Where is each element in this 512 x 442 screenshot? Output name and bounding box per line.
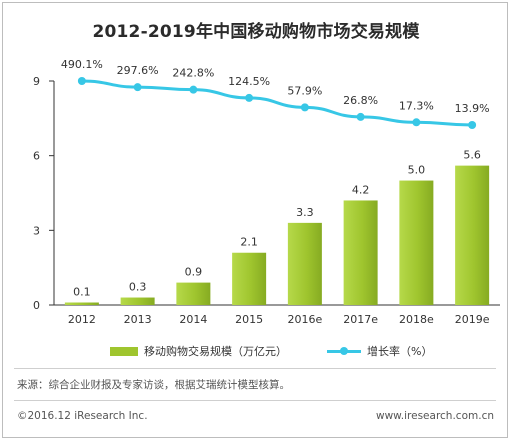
y-tick-label: 3 <box>33 224 40 237</box>
bar-2017e <box>343 200 378 305</box>
copyright-text: ©2016.12 iResearch Inc. <box>17 410 148 422</box>
legend-bar-item: 移动购物交易规模（万亿元） <box>110 343 287 359</box>
chart-frame <box>2 2 508 438</box>
bar-2016e <box>287 222 322 305</box>
legend-bar-swatch <box>110 346 138 356</box>
x-tick-label: 2013 <box>124 313 152 326</box>
bar-2012 <box>64 302 99 305</box>
bar-2019e <box>455 165 490 305</box>
legend-line-item: 增长率（%） <box>327 343 432 359</box>
y-tick-label: 0 <box>33 299 40 312</box>
growth-value-label: 17.3% <box>399 99 434 112</box>
bar-value-label: 3.3 <box>296 206 314 219</box>
x-tick-label: 2014 <box>179 313 207 326</box>
x-tick-label: 2019e <box>455 313 490 326</box>
growth-point-2013 <box>133 83 142 92</box>
growth-value-label: 490.1% <box>61 58 103 71</box>
bar-value-label: 5.0 <box>408 164 426 177</box>
x-tick-label: 2012 <box>68 313 96 326</box>
growth-value-label: 297.6% <box>117 64 159 77</box>
bar-2018e <box>399 180 434 305</box>
legend-line-swatch <box>327 346 361 356</box>
growth-value-label: 124.5% <box>228 75 270 88</box>
x-tick-label: 2017e <box>343 313 378 326</box>
growth-value-label: 13.9% <box>455 102 490 115</box>
legend-line-label: 增长率（%） <box>367 345 433 358</box>
bar-value-label: 0.9 <box>185 266 203 279</box>
growth-point-2017e <box>356 112 365 121</box>
bar-2014 <box>176 282 211 305</box>
chart-title: 2012-2019年中国移动购物市场交易规模 <box>92 22 420 42</box>
bar-value-label: 2.1 <box>240 236 258 249</box>
growth-point-2019e <box>468 121 477 129</box>
footer-divider <box>14 400 496 401</box>
growth-value-label: 242.8% <box>172 67 214 80</box>
growth-value-label: 26.8% <box>343 94 378 107</box>
bar-value-label: 0.3 <box>129 281 147 294</box>
y-tick-label: 9 <box>33 75 40 88</box>
y-tick-label: 6 <box>33 150 40 163</box>
x-tick-label: 2015 <box>235 313 263 326</box>
growth-point-2018e <box>412 118 421 127</box>
source-note: 来源：综合企业财报及专家访谈，根据艾瑞统计模型核算。 <box>17 379 290 391</box>
growth-point-2012 <box>77 77 86 85</box>
x-tick-label: 2016e <box>287 313 322 326</box>
website-text: www.iresearch.com.cn <box>375 410 494 422</box>
x-tick-label: 2018e <box>399 313 434 326</box>
growth-value-label: 57.9% <box>287 84 322 97</box>
bar-value-label: 5.6 <box>463 149 481 162</box>
bar-2013 <box>120 297 155 305</box>
growth-point-2016e <box>300 103 309 112</box>
growth-point-2014 <box>189 85 198 94</box>
growth-point-2015 <box>245 93 254 102</box>
source-divider <box>14 368 496 369</box>
bar-value-label: 0.1 <box>73 286 91 299</box>
growth-rate-line <box>81 79 473 127</box>
legend-bar-label: 移动购物交易规模（万亿元） <box>144 345 287 358</box>
bar-2015 <box>232 252 267 305</box>
bar-value-label: 4.2 <box>352 183 370 196</box>
